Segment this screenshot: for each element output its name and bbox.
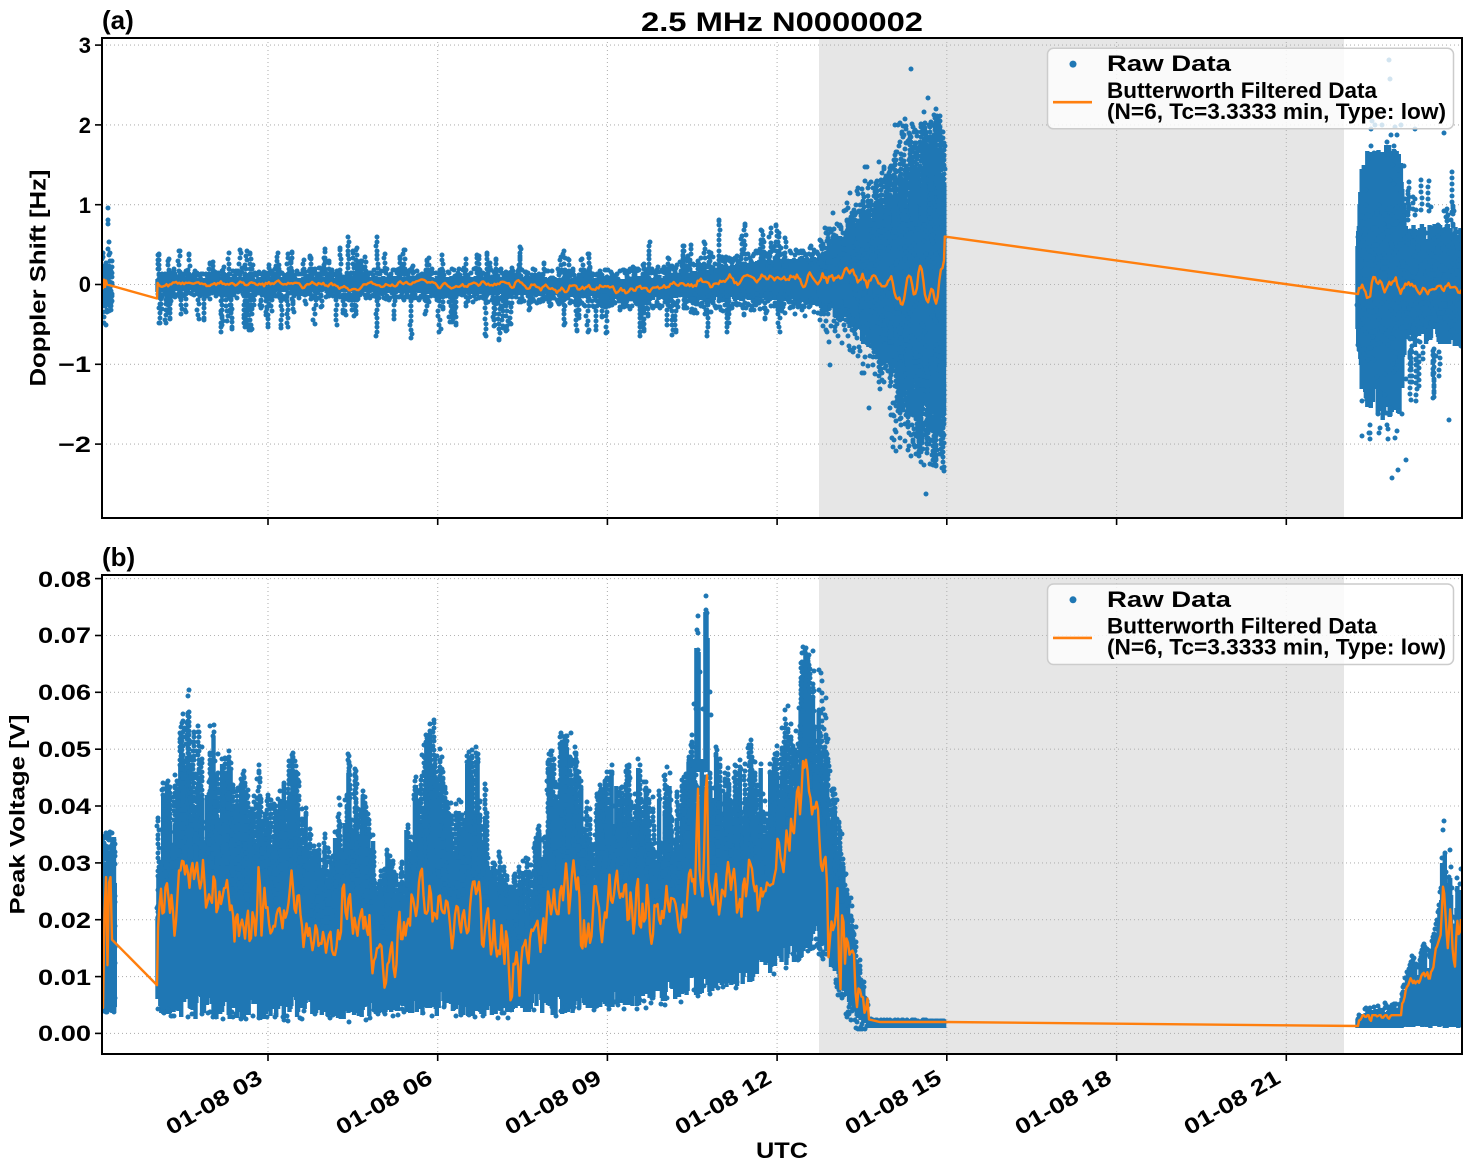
svg-text:Butterworth Filtered Data: Butterworth Filtered Data <box>1107 614 1378 639</box>
svg-text:3: 3 <box>79 33 91 58</box>
svg-text:0.01: 0.01 <box>38 965 91 990</box>
svg-text:−1: −1 <box>58 352 91 377</box>
svg-text:0.05: 0.05 <box>38 737 91 762</box>
svg-text:2: 2 <box>79 113 91 138</box>
svg-text:0.08: 0.08 <box>38 567 91 592</box>
svg-text:(N=6, Tc=3.3333 min, Type: low: (N=6, Tc=3.3333 min, Type: low) <box>1107 635 1446 660</box>
svg-text:0.03: 0.03 <box>38 851 91 876</box>
svg-text:0.00: 0.00 <box>38 1021 91 1046</box>
svg-text:(a): (a) <box>102 5 134 35</box>
svg-text:0.02: 0.02 <box>38 908 91 933</box>
svg-text:−2: −2 <box>58 432 91 457</box>
svg-text:0.06: 0.06 <box>38 680 91 705</box>
svg-text:Peak Voltage [V]: Peak Voltage [V] <box>7 715 30 915</box>
svg-text:Butterworth Filtered Data: Butterworth Filtered Data <box>1107 78 1378 103</box>
svg-text:Raw Data: Raw Data <box>1107 587 1232 612</box>
svg-text:0.04: 0.04 <box>38 794 92 819</box>
svg-text:(b): (b) <box>102 542 135 572</box>
svg-text:2.5 MHz N0000002: 2.5 MHz N0000002 <box>641 7 923 37</box>
svg-text:1: 1 <box>79 193 91 218</box>
svg-text:(N=6, Tc=3.3333 min, Type: low: (N=6, Tc=3.3333 min, Type: low) <box>1107 99 1446 124</box>
svg-text:Doppler Shift [Hz]: Doppler Shift [Hz] <box>26 170 51 387</box>
svg-text:Raw Data: Raw Data <box>1107 51 1232 76</box>
svg-text:0: 0 <box>79 272 91 297</box>
svg-text:0.07: 0.07 <box>38 623 91 648</box>
svg-text:UTC: UTC <box>756 1138 808 1163</box>
